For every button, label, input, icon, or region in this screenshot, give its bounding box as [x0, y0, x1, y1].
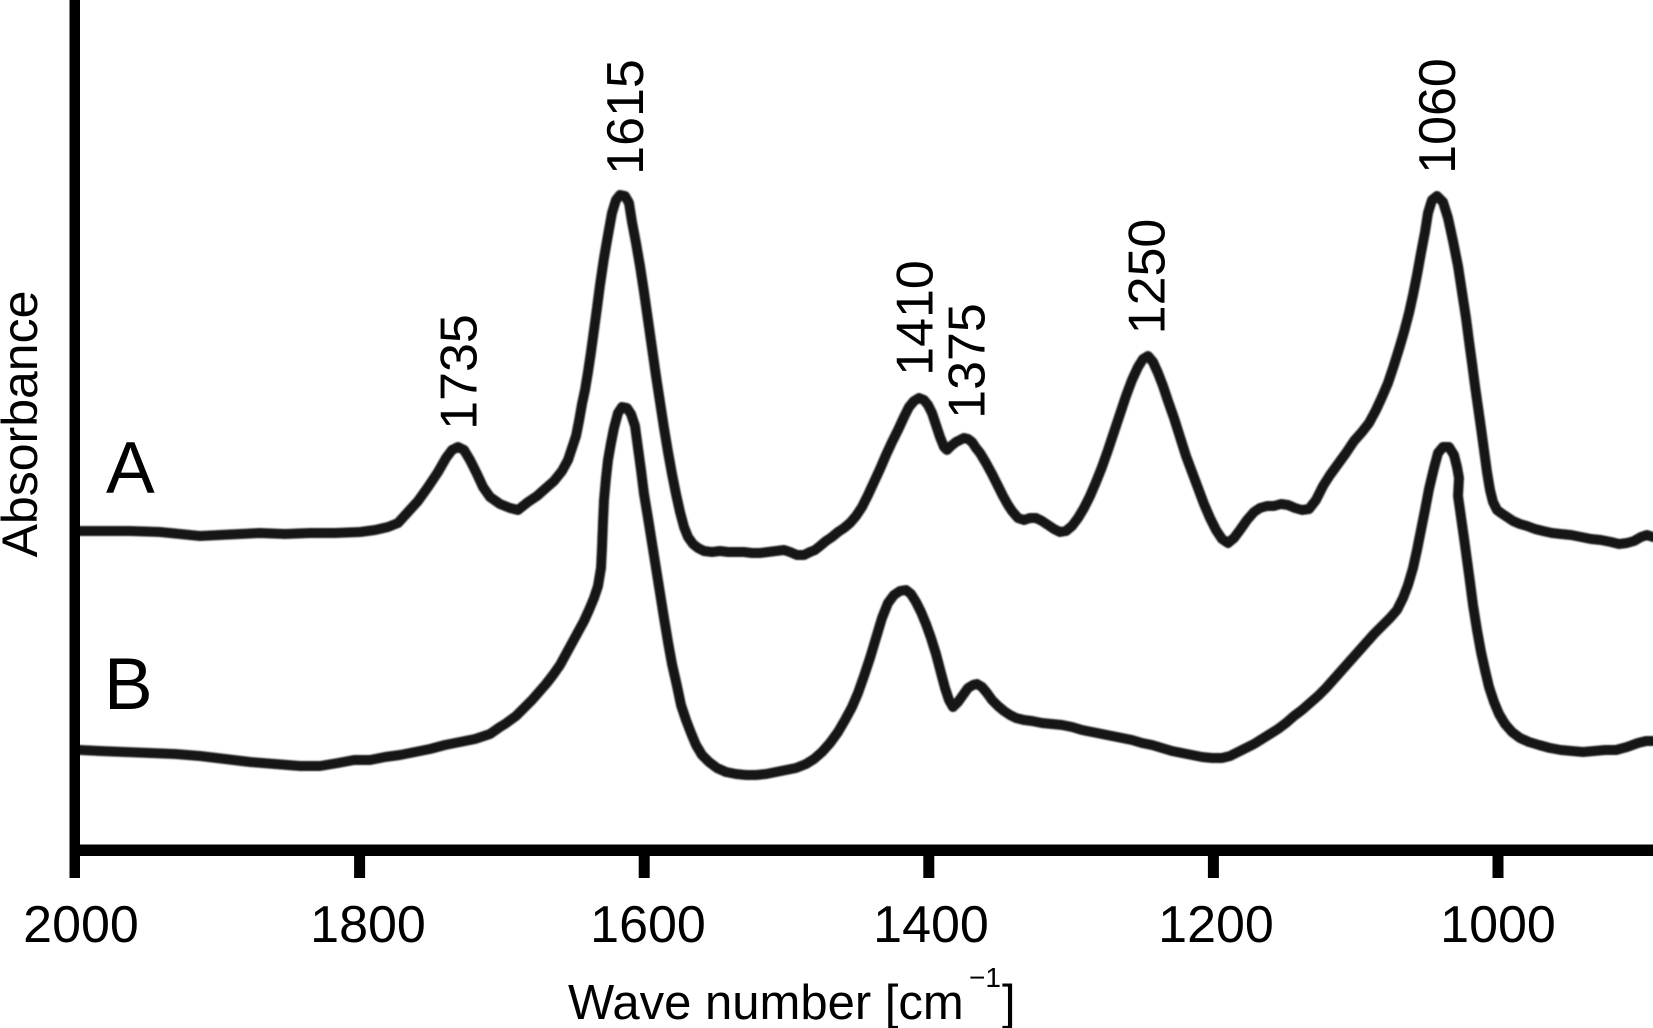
svg-text:A: A	[106, 428, 155, 509]
svg-text:Wave number [cm: Wave number [cm	[568, 976, 964, 1028]
svg-text:B: B	[104, 644, 153, 725]
svg-text:1400: 1400	[873, 896, 989, 954]
svg-text:]: ]	[1002, 976, 1016, 1028]
svg-text:1200: 1200	[1158, 896, 1274, 954]
svg-text:1000: 1000	[1440, 896, 1556, 954]
svg-text:2000: 2000	[23, 896, 139, 954]
svg-text:−1: −1	[969, 962, 1001, 993]
svg-text:1410: 1410	[887, 260, 945, 376]
svg-text:1600: 1600	[590, 896, 706, 954]
svg-text:1060: 1060	[1409, 58, 1467, 174]
svg-text:1735: 1735	[431, 314, 489, 430]
svg-text:Absorbance: Absorbance	[0, 291, 48, 558]
svg-text:1615: 1615	[597, 59, 655, 175]
svg-text:1800: 1800	[310, 896, 426, 954]
svg-text:1375: 1375	[939, 303, 997, 419]
svg-text:1250: 1250	[1119, 219, 1177, 335]
